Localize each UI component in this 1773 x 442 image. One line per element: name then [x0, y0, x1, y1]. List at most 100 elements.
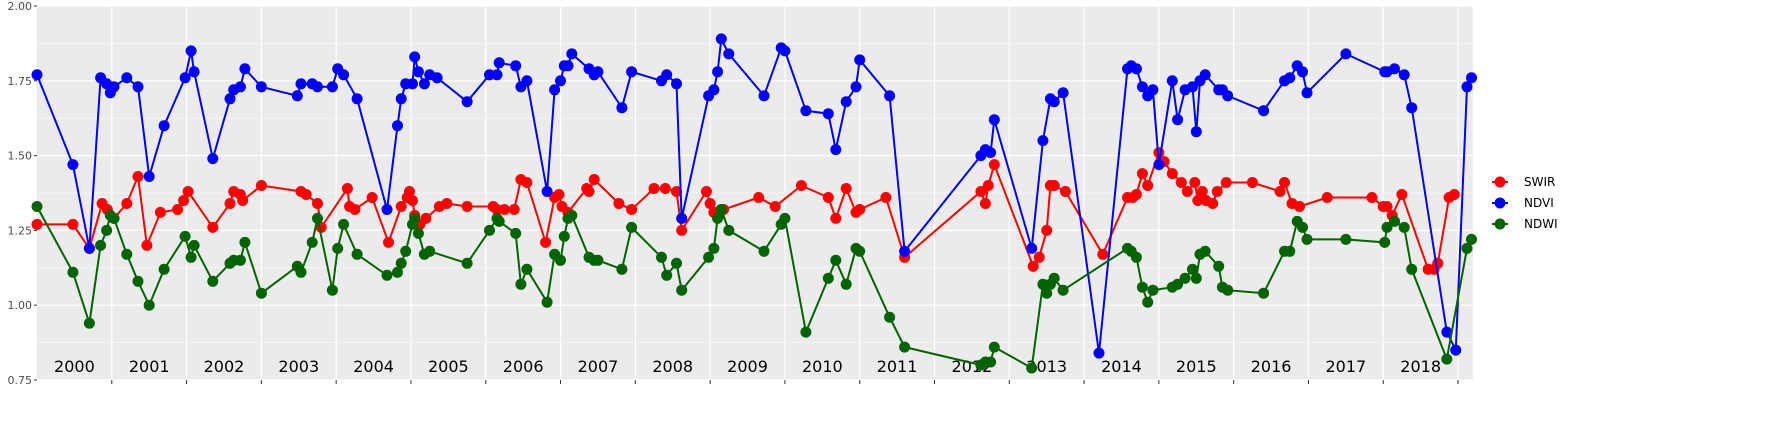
data-point-swir — [583, 186, 595, 197]
data-point-ndvi — [143, 171, 155, 182]
data-point-swir — [312, 198, 323, 209]
data-point-ndvi — [83, 242, 95, 254]
data-point-ndvi — [1190, 126, 1202, 138]
data-point-ndvi — [899, 245, 911, 257]
data-point-ndvi — [407, 78, 418, 90]
data-point-swir — [508, 204, 520, 215]
data-point-swir — [975, 186, 987, 197]
data-point-ndvi — [1389, 63, 1400, 75]
data-point-ndwi — [108, 212, 120, 224]
data-point-swir — [979, 198, 991, 209]
data-point-ndvi — [295, 78, 307, 90]
legend-key-point — [1494, 197, 1506, 209]
data-point-ndvi — [626, 66, 638, 78]
data-point-swir — [1130, 189, 1142, 200]
data-point-ndvi — [291, 90, 303, 102]
data-point-ndwi — [708, 242, 720, 254]
y-tick-label: 2.00 — [8, 0, 33, 13]
data-point-ndwi — [555, 254, 566, 266]
data-point-swir — [1366, 192, 1378, 203]
data-point-ndwi — [239, 236, 251, 248]
data-point-ndwi — [493, 215, 505, 227]
data-point-ndwi — [899, 341, 911, 353]
y-axis: 0.75 1.00 1.25 1.50 1.75 2.00 — [8, 0, 37, 387]
data-point-swir — [172, 204, 184, 215]
legend-key-point — [1494, 218, 1506, 230]
data-point-ndwi — [626, 221, 638, 233]
data-point-swir — [1381, 201, 1393, 212]
data-point-ndwi — [1130, 251, 1142, 263]
data-point-ndwi — [395, 257, 407, 269]
data-point-ndvi — [1301, 87, 1313, 99]
data-point-ndwi — [1461, 242, 1473, 254]
data-point-swir — [1192, 195, 1204, 206]
data-point-ndwi — [521, 263, 533, 275]
data-point-ndvi — [1093, 347, 1105, 359]
data-point-ndwi — [132, 275, 144, 287]
data-point-ndvi — [661, 69, 673, 81]
data-point-ndvi — [616, 102, 628, 114]
data-point-ndwi — [1041, 287, 1053, 299]
legend-key-point — [1494, 176, 1506, 188]
data-point-ndwi — [558, 230, 570, 242]
data-point-ndwi — [1258, 287, 1270, 299]
data-point-ndwi — [703, 251, 715, 263]
y-tick-label: 1.75 — [8, 75, 33, 88]
data-point-ndwi — [67, 266, 79, 278]
data-point-swir — [420, 212, 432, 224]
legend-item-ndwi: NDWI — [1492, 217, 1558, 231]
data-point-ndwi — [671, 257, 682, 269]
data-point-ndwi — [1398, 221, 1410, 233]
data-point-ndvi — [461, 96, 473, 108]
data-point-swir — [671, 186, 682, 197]
data-point-ndvi — [1441, 326, 1453, 338]
series-layer — [31, 33, 1477, 374]
data-point-ndwi — [143, 299, 155, 311]
data-point-ndwi — [461, 257, 473, 269]
data-point-ndwi — [1297, 221, 1308, 233]
data-point-ndwi — [400, 245, 412, 257]
data-point-ndwi — [255, 287, 267, 299]
data-point-ndvi — [1297, 66, 1308, 78]
data-point-ndwi — [295, 266, 307, 278]
data-point-ndvi — [1461, 81, 1473, 93]
year-label: 2002 — [204, 357, 245, 376]
data-point-swir — [1059, 186, 1071, 197]
data-point-ndwi — [1406, 263, 1418, 275]
data-point-ndwi — [1340, 233, 1352, 245]
data-point-ndvi — [132, 81, 144, 93]
data-point-swir — [1246, 177, 1258, 188]
data-point-ndwi — [1026, 362, 1038, 374]
data-point-ndvi — [1340, 48, 1352, 60]
data-point-ndwi — [185, 251, 197, 263]
data-point-ndvi — [1187, 81, 1198, 93]
data-point-ndwi — [392, 266, 403, 278]
data-point-swir — [880, 192, 892, 203]
data-point-ndwi — [1190, 272, 1202, 284]
year-label: 2005 — [428, 357, 469, 376]
data-point-swir — [854, 204, 866, 215]
data-point-swir — [178, 195, 190, 206]
data-point-swir — [659, 183, 671, 194]
data-point-ndwi — [1187, 263, 1198, 275]
data-point-ndvi — [510, 60, 522, 72]
year-label: 2017 — [1325, 357, 1366, 376]
data-point-swir — [121, 198, 133, 209]
data-point-ndwi — [1136, 281, 1148, 293]
data-point-swir — [154, 206, 166, 218]
data-point-ndvi — [207, 153, 219, 165]
data-point-ndvi — [1026, 242, 1038, 254]
data-point-ndvi — [712, 66, 724, 78]
data-point-swir — [1220, 177, 1232, 188]
data-point-swir — [769, 201, 781, 212]
y-tick-label: 0.75 — [8, 374, 33, 387]
data-point-ndvi — [121, 72, 133, 84]
data-point-ndwi — [1179, 272, 1191, 284]
data-point-swir — [1196, 186, 1208, 197]
data-point-ndvi — [179, 72, 191, 84]
data-point-ndvi — [239, 63, 251, 75]
data-point-ndvi — [1284, 72, 1296, 84]
data-point-ndwi — [1147, 284, 1159, 296]
data-point-ndvi — [549, 84, 561, 96]
data-point-ndwi — [1301, 233, 1313, 245]
